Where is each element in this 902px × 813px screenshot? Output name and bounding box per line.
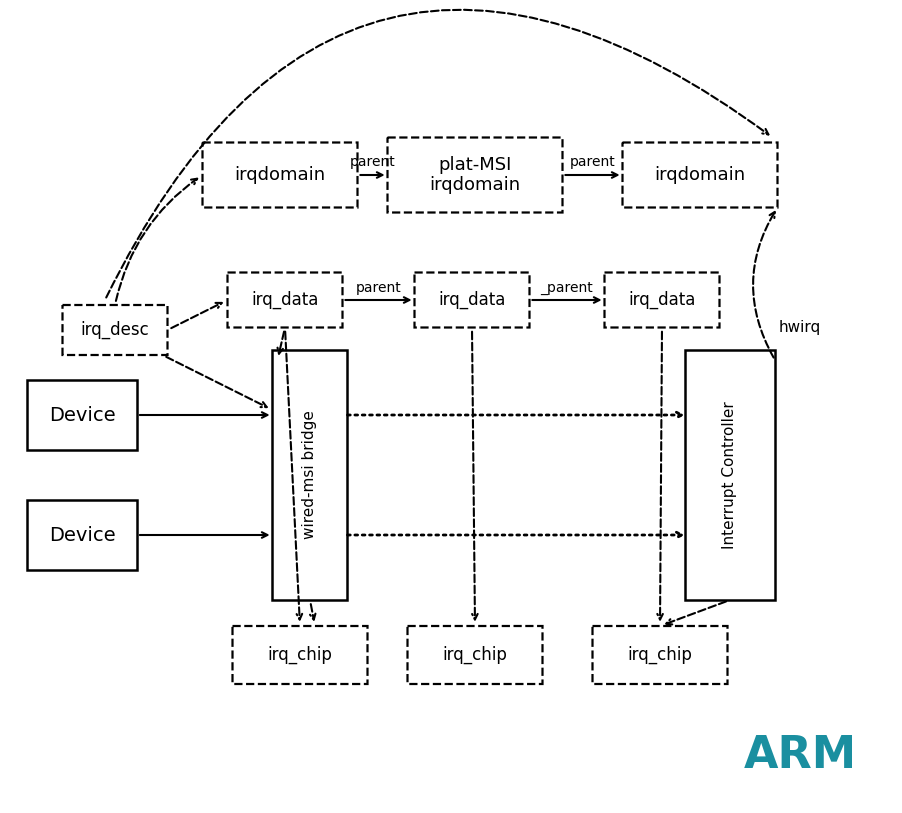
- Text: Device: Device: [49, 525, 115, 545]
- FancyBboxPatch shape: [202, 142, 357, 207]
- FancyBboxPatch shape: [227, 272, 342, 328]
- Text: hwirq: hwirq: [778, 320, 820, 335]
- FancyBboxPatch shape: [407, 626, 542, 684]
- Text: irq_data: irq_data: [628, 291, 695, 309]
- FancyBboxPatch shape: [603, 272, 719, 328]
- FancyBboxPatch shape: [621, 142, 777, 207]
- FancyBboxPatch shape: [414, 272, 529, 328]
- Text: Interrupt Controller: Interrupt Controller: [722, 401, 737, 549]
- Text: plat-MSI
irqdomain: plat-MSI irqdomain: [429, 155, 520, 194]
- Bar: [27, 500, 137, 570]
- FancyBboxPatch shape: [232, 626, 367, 684]
- Text: irq_data: irq_data: [437, 291, 505, 309]
- Text: irq_chip: irq_chip: [627, 646, 692, 664]
- Text: irq_chip: irq_chip: [442, 646, 507, 664]
- FancyBboxPatch shape: [62, 305, 167, 355]
- Bar: [27, 380, 137, 450]
- Text: irq_chip: irq_chip: [267, 646, 332, 664]
- Text: Device: Device: [49, 406, 115, 424]
- Text: parent: parent: [349, 155, 395, 169]
- Text: parent: parent: [355, 281, 400, 295]
- Text: irq_data: irq_data: [251, 291, 318, 309]
- Text: irq_desc: irq_desc: [80, 321, 149, 339]
- Text: ARM: ARM: [742, 733, 856, 776]
- FancyBboxPatch shape: [592, 626, 727, 684]
- Bar: [685, 350, 774, 600]
- FancyBboxPatch shape: [387, 137, 562, 212]
- Text: _parent: _parent: [540, 281, 593, 295]
- Text: irqdomain: irqdomain: [235, 166, 326, 184]
- Text: irqdomain: irqdomain: [654, 166, 745, 184]
- Bar: [272, 350, 347, 600]
- Text: parent: parent: [569, 155, 614, 169]
- Text: wired-msi bridge: wired-msi bridge: [302, 411, 318, 540]
